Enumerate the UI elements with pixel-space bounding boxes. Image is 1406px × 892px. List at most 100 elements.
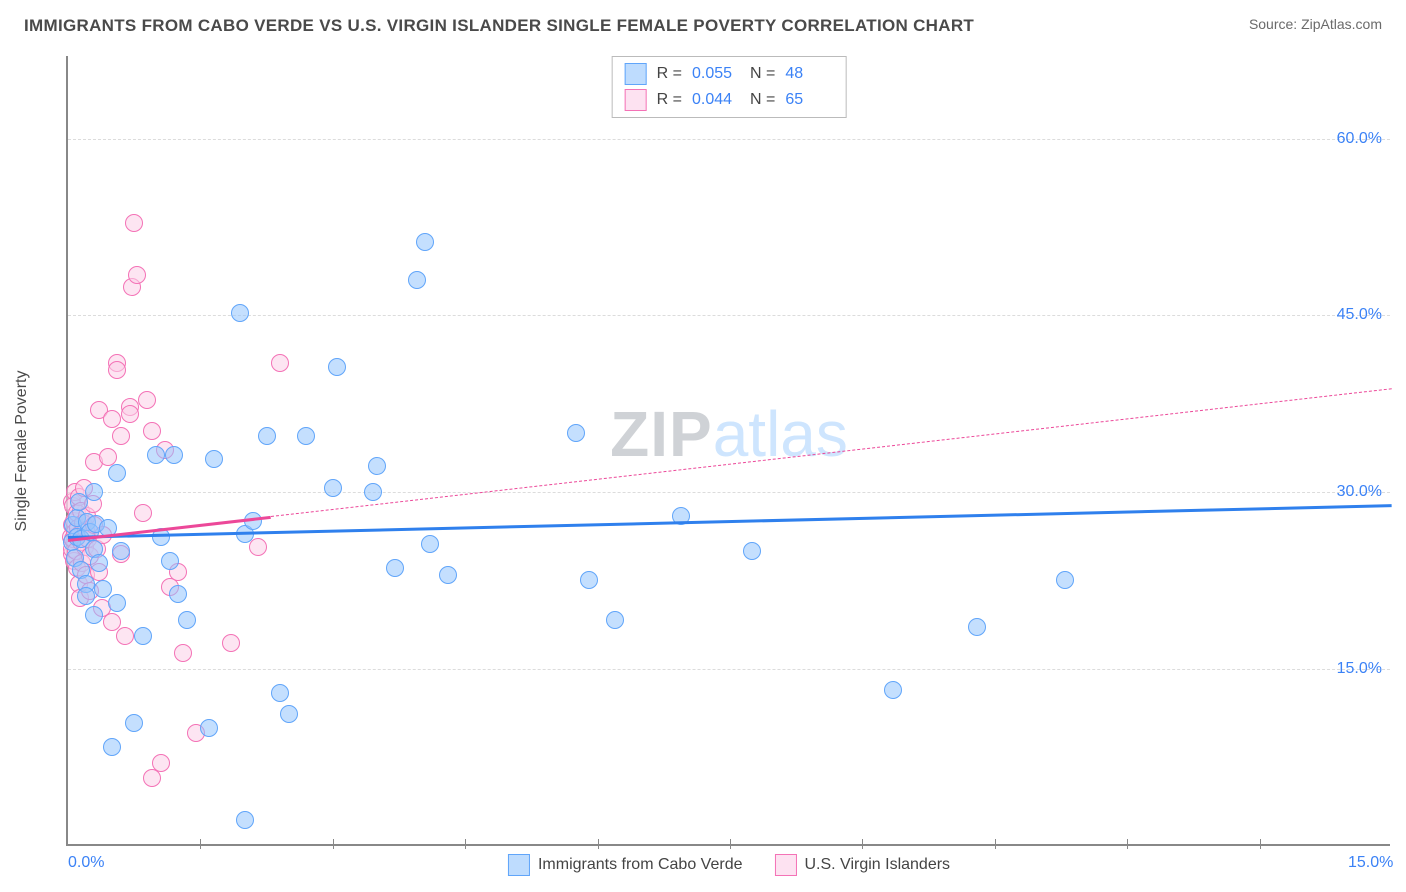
legend-item-pink: U.S. Virgin Islanders: [774, 854, 950, 876]
scatter-point-series2: [249, 538, 267, 556]
scatter-point-series1: [178, 611, 196, 629]
scatter-point-series2: [112, 427, 130, 445]
scatter-point-series1: [147, 446, 165, 464]
scatter-point-series2: [138, 391, 156, 409]
scatter-point-series1: [743, 542, 761, 560]
scatter-point-series1: [386, 559, 404, 577]
scatter-point-series1: [108, 464, 126, 482]
scatter-point-series1: [85, 606, 103, 624]
series2-n-value: 65: [785, 91, 833, 109]
series1-r-value: 0.055: [692, 65, 740, 83]
scatter-point-series2: [116, 627, 134, 645]
x-tick-mark: [200, 839, 201, 849]
scatter-point-series1: [231, 304, 249, 322]
scatter-point-series1: [439, 566, 457, 584]
x-tick-mark: [730, 839, 731, 849]
scatter-point-series1: [205, 450, 223, 468]
scatter-point-series1: [161, 552, 179, 570]
swatch-pink-icon: [625, 89, 647, 111]
scatter-point-series2: [103, 613, 121, 631]
scatter-point-series2: [103, 410, 121, 428]
scatter-point-series1: [200, 719, 218, 737]
scatter-point-series1: [169, 585, 187, 603]
swatch-blue-icon: [625, 63, 647, 85]
series1-n-value: 48: [785, 65, 833, 83]
gridline: [68, 139, 1390, 140]
source-label: Source: ZipAtlas.com: [1249, 16, 1382, 32]
scatter-point-series2: [271, 354, 289, 372]
n-label: N =: [750, 65, 775, 83]
x-tick-label: 15.0%: [1348, 854, 1393, 872]
watermark-zip: ZIP: [610, 398, 713, 470]
scatter-point-series1: [328, 358, 346, 376]
y-tick-label: 45.0%: [1337, 306, 1382, 324]
scatter-point-series1: [368, 457, 386, 475]
scatter-point-series1: [112, 542, 130, 560]
gridline: [68, 315, 1390, 316]
legend-label-series1: Immigrants from Cabo Verde: [538, 856, 743, 874]
scatter-point-series1: [134, 627, 152, 645]
swatch-pink-icon: [774, 854, 796, 876]
scatter-point-series1: [324, 479, 342, 497]
scatter-point-series1: [408, 271, 426, 289]
x-tick-mark: [995, 839, 996, 849]
scatter-point-series2: [121, 405, 139, 423]
chart-container: Single Female Poverty ZIPatlas R = 0.055…: [46, 56, 1390, 846]
r-label: R =: [657, 65, 682, 83]
scatter-point-series1: [90, 554, 108, 572]
y-axis-label: Single Female Poverty: [13, 371, 31, 532]
scatter-point-series1: [421, 535, 439, 553]
scatter-point-series2: [125, 214, 143, 232]
gridline: [68, 492, 1390, 493]
scatter-point-series1: [364, 483, 382, 501]
stats-legend-box: R = 0.055 N = 48 R = 0.044 N = 65: [612, 56, 847, 118]
y-tick-label: 15.0%: [1337, 660, 1382, 678]
scatter-point-series1: [567, 424, 585, 442]
x-tick-mark: [465, 839, 466, 849]
r-label: R =: [657, 91, 682, 109]
scatter-point-series1: [85, 483, 103, 501]
watermark-atlas: atlas: [713, 398, 848, 470]
scatter-point-series1: [125, 714, 143, 732]
scatter-point-series1: [77, 587, 95, 605]
scatter-point-series2: [128, 266, 146, 284]
scatter-point-series1: [884, 681, 902, 699]
scatter-point-series1: [297, 427, 315, 445]
scatter-point-series1: [165, 446, 183, 464]
scatter-point-series2: [222, 634, 240, 652]
scatter-point-series1: [580, 571, 598, 589]
scatter-point-series2: [174, 644, 192, 662]
trend-line-dashed: [271, 389, 1392, 518]
legend-item-blue: Immigrants from Cabo Verde: [508, 854, 743, 876]
plot-area: ZIPatlas R = 0.055 N = 48 R = 0.044 N = …: [66, 56, 1390, 846]
n-label: N =: [750, 91, 775, 109]
trend-line: [68, 504, 1392, 539]
x-tick-mark: [1127, 839, 1128, 849]
x-tick-mark: [862, 839, 863, 849]
scatter-point-series2: [99, 448, 117, 466]
scatter-point-series1: [236, 811, 254, 829]
scatter-point-series1: [1056, 571, 1074, 589]
bottom-legend: Immigrants from Cabo Verde U.S. Virgin I…: [508, 854, 950, 876]
x-tick-mark: [598, 839, 599, 849]
y-tick-label: 60.0%: [1337, 130, 1382, 148]
watermark: ZIPatlas: [610, 397, 848, 471]
scatter-point-series1: [94, 580, 112, 598]
scatter-point-series1: [258, 427, 276, 445]
scatter-point-series2: [143, 422, 161, 440]
gridline: [68, 669, 1390, 670]
scatter-point-series1: [271, 684, 289, 702]
scatter-point-series1: [280, 705, 298, 723]
legend-label-series2: U.S. Virgin Islanders: [804, 856, 950, 874]
x-tick-mark: [1260, 839, 1261, 849]
scatter-point-series1: [108, 594, 126, 612]
stats-row-pink: R = 0.044 N = 65: [625, 87, 834, 113]
stats-row-blue: R = 0.055 N = 48: [625, 61, 834, 87]
y-tick-label: 30.0%: [1337, 483, 1382, 501]
swatch-blue-icon: [508, 854, 530, 876]
scatter-point-series1: [103, 738, 121, 756]
scatter-point-series1: [70, 493, 88, 511]
scatter-point-series2: [108, 361, 126, 379]
x-tick-label: 0.0%: [68, 854, 104, 872]
scatter-point-series1: [606, 611, 624, 629]
